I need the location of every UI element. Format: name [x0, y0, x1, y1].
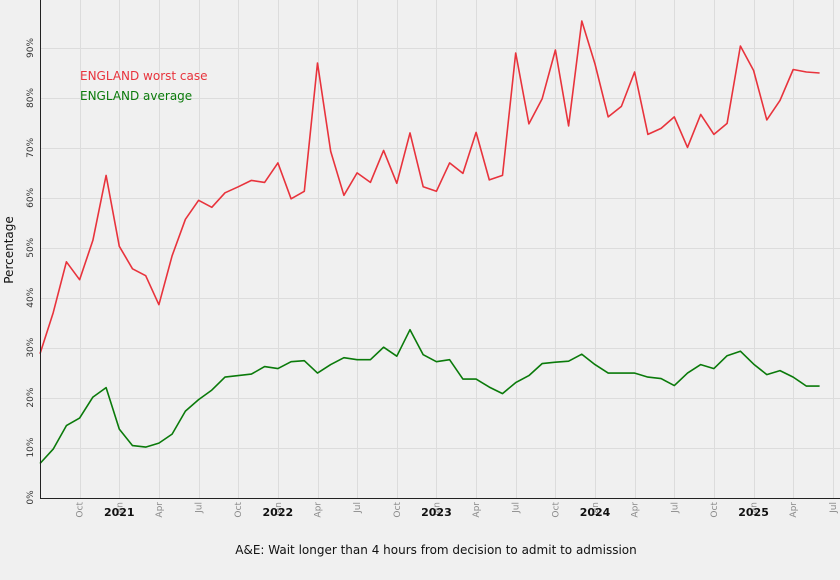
y-tick-label: 60% [26, 187, 36, 207]
y-tick-label: 0% [26, 490, 36, 505]
x-tick-label: Jul [670, 502, 680, 514]
y-tick-label: 30% [26, 337, 36, 357]
x-axis-title: A&E: Wait longer than 4 hours from decis… [235, 543, 636, 557]
x-tick-label: Oct [234, 502, 244, 518]
legend-worst-case: ENGLAND worst case [80, 69, 208, 83]
x-tick-label: Apr [631, 502, 641, 518]
x-tick-label: Oct [76, 502, 86, 518]
y-tick-label: 90% [26, 38, 36, 58]
x-tick-label: Apr [314, 502, 324, 518]
series-line-average [39, 328, 820, 465]
x-tick-label: Jul [195, 502, 205, 514]
x-tick-label: Jan [274, 502, 284, 517]
x-tick-label: Apr [472, 502, 482, 518]
y-tick-label: 40% [26, 287, 36, 307]
year-labels: 2021 2022 2023 2024 2025 [104, 506, 769, 519]
x-tick-label: Jan [432, 502, 442, 517]
x-year-label: 2024 [580, 506, 611, 519]
x-year-label: 2022 [263, 506, 294, 519]
x-year-label: 2025 [738, 506, 769, 519]
y-tick-label: 50% [26, 237, 36, 257]
x-tick-label: Jul [512, 502, 522, 514]
y-axis-title: Percentage [2, 216, 16, 284]
y-tick-labels: 0% 10% 20% 30% 40% 50% 60% 70% 80% 90% [26, 38, 36, 505]
x-tick-label: Jan [591, 502, 601, 517]
x-tick-labels: Oct Jan Apr Jul Oct Jan Apr Jul Oct Jan Apr Jul Oct J… [76, 502, 839, 518]
y-tick-label: 20% [26, 387, 36, 407]
x-tick-label: Jan [115, 502, 125, 517]
gridlines [40, 0, 840, 498]
y-tick-label: 80% [26, 88, 36, 108]
y-tick-label: 10% [26, 437, 36, 457]
x-tick-label: Apr [155, 502, 165, 518]
y-tick-label: 70% [26, 137, 36, 157]
x-tick-label: Apr [789, 502, 799, 518]
x-tick-label: Jul [829, 502, 839, 514]
x-tick-label: Jan [750, 502, 760, 517]
series-lines [39, 20, 820, 465]
x-tick-label: Oct [551, 502, 561, 518]
x-year-label: 2023 [421, 506, 452, 519]
x-tick-label: Jul [353, 502, 363, 514]
series-line-worst-case [39, 20, 820, 354]
axes [40, 0, 840, 499]
x-tick-label: Oct [393, 502, 403, 518]
legend-average: ENGLAND average [80, 89, 192, 103]
x-tick-label: Oct [710, 502, 720, 518]
x-year-label: 2021 [104, 506, 135, 519]
